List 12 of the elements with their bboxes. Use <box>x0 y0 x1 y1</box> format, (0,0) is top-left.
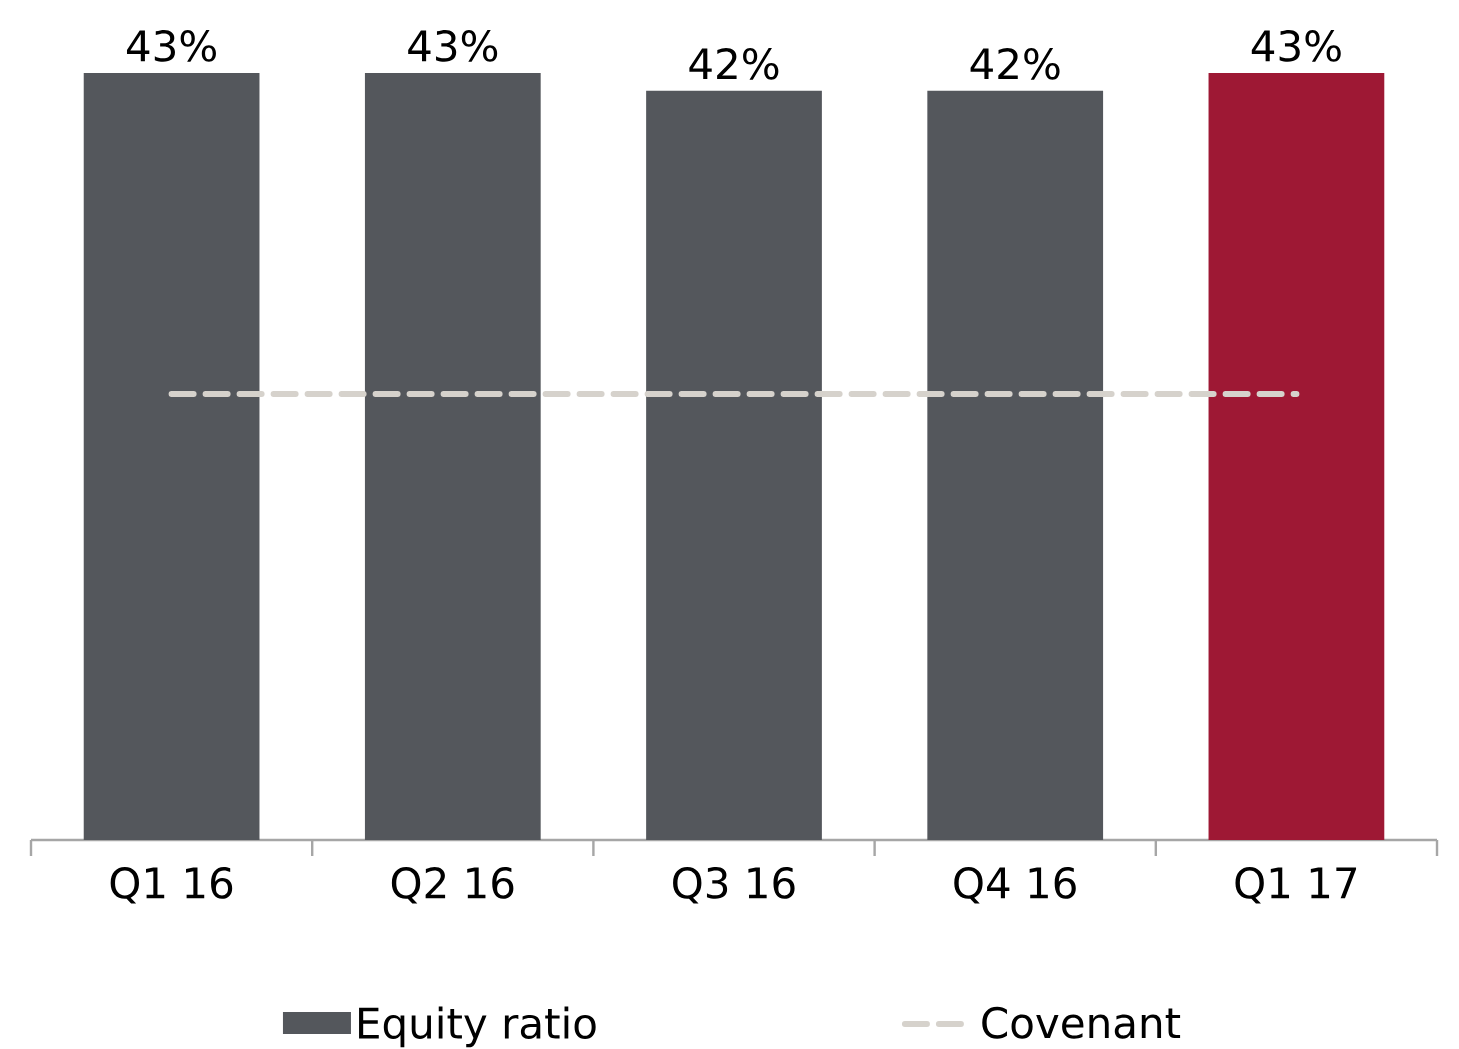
data-label: 42% <box>689 47 779 80</box>
data-label: 43% <box>126 30 216 62</box>
legend-label: Covenant <box>982 1006 1181 1039</box>
legend-label: Equity ratio <box>359 1006 596 1048</box>
data-label: 42% <box>970 47 1060 80</box>
data-label: 43% <box>1251 30 1341 62</box>
x-tick-label: Q1 17 <box>1235 867 1357 904</box>
data-label: 43% <box>408 30 498 62</box>
x-tick-label: Q3 16 <box>673 867 795 904</box>
x-tick-label: Q4 16 <box>954 867 1076 904</box>
x-tick-label: Q1 16 <box>110 867 233 904</box>
x-tick-label: Q2 16 <box>391 867 514 904</box>
